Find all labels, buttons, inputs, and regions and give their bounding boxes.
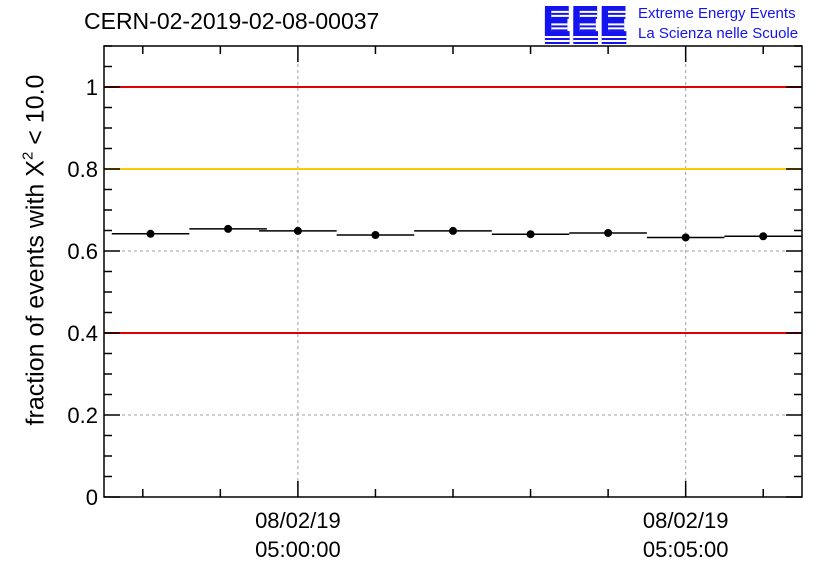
data-point bbox=[224, 224, 233, 233]
y-tick-label: 0 bbox=[86, 485, 98, 510]
y-tick-label: 0.8 bbox=[67, 157, 98, 182]
x-tick-label-date: 08/02/19 bbox=[643, 508, 729, 533]
x-tick-label-time: 05:05:00 bbox=[643, 537, 729, 562]
y-axis-label-sup: 2 bbox=[19, 151, 37, 161]
x-tick-label-date: 08/02/19 bbox=[255, 508, 341, 533]
y-axis-label: fraction of events with X2 < 10.0 bbox=[19, 74, 50, 426]
y-tick-label: 1 bbox=[86, 75, 98, 100]
logo-mark: EEE bbox=[542, 0, 628, 46]
y-tick-label: 0.4 bbox=[67, 321, 98, 346]
data-point bbox=[146, 229, 155, 238]
x-tick-label-time: 05:00:00 bbox=[255, 537, 341, 562]
y-tick-label: 0.2 bbox=[67, 403, 98, 428]
data-point bbox=[759, 232, 768, 241]
logo-line-1: Extreme Energy Events bbox=[638, 5, 796, 22]
plot-frame bbox=[103, 45, 803, 498]
data-point bbox=[526, 230, 535, 239]
logo-line-2: La Scienza nelle Scuole bbox=[638, 25, 799, 42]
run-title: CERN-02-2019-02-08-00037 bbox=[84, 8, 380, 34]
y-axis-label-prefix: fraction of events with X bbox=[21, 160, 50, 426]
data-point bbox=[293, 226, 302, 235]
data-point bbox=[449, 226, 457, 235]
data-point bbox=[604, 228, 613, 237]
y-tick-label: 0.6 bbox=[67, 239, 98, 264]
y-axis-label-suffix: < 10.0 bbox=[21, 74, 50, 152]
data-point bbox=[371, 231, 380, 240]
eee-logo: EEE Extreme Energy Events La Scienza nel… bbox=[542, 0, 832, 46]
data-point bbox=[681, 233, 690, 242]
